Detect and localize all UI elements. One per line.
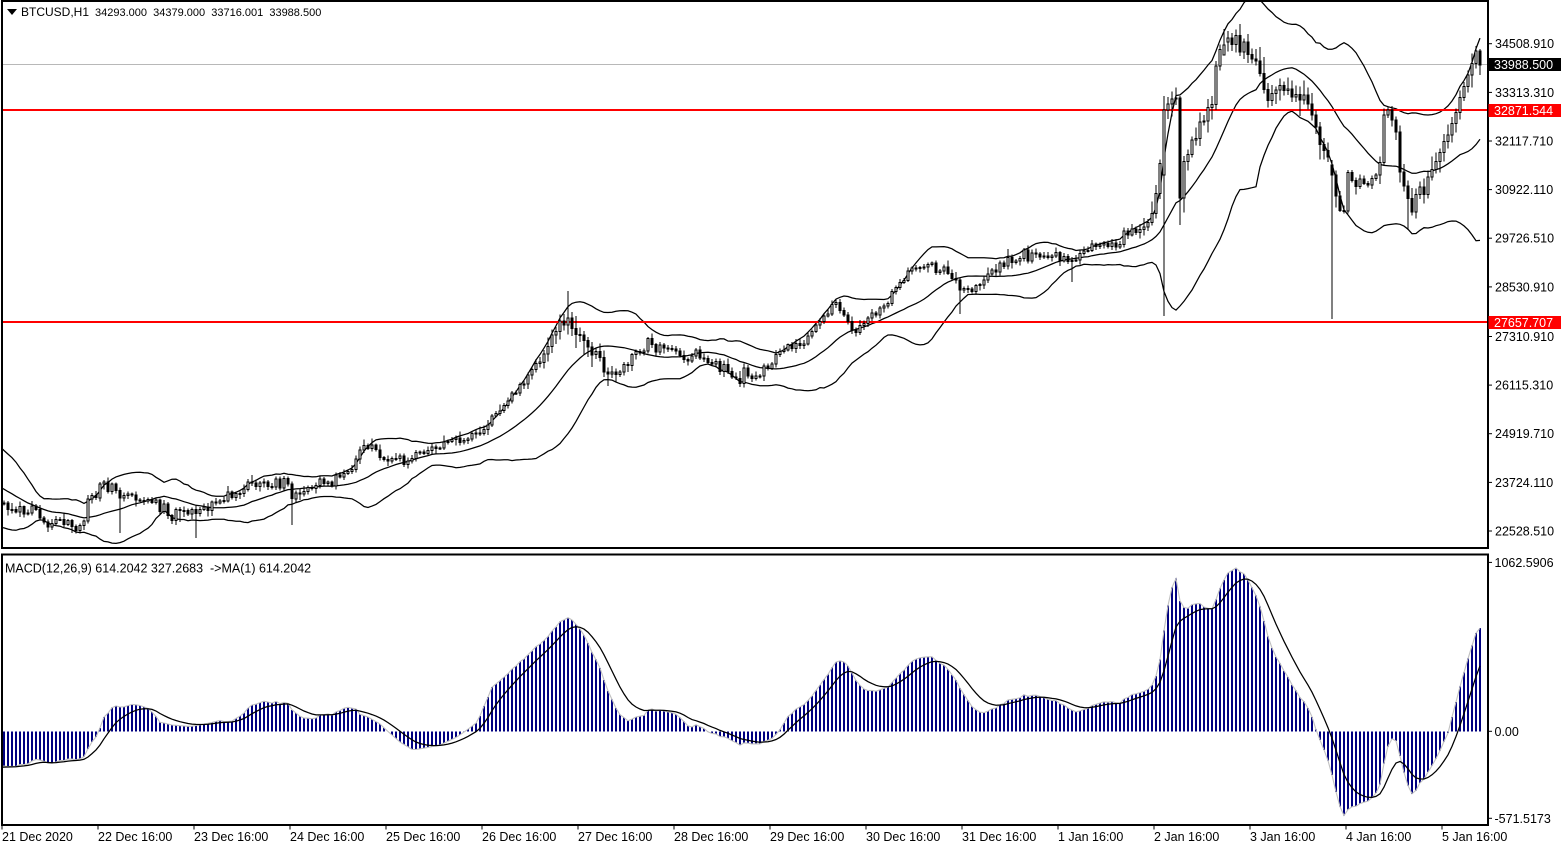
svg-text:MACD(12,26,9) 614.2042 327.268: MACD(12,26,9) 614.2042 327.2683 ->MA(1) … <box>5 562 311 576</box>
svg-text:34508.910: 34508.910 <box>1495 37 1554 51</box>
svg-text:26 Dec 16:00: 26 Dec 16:00 <box>482 830 556 844</box>
svg-text:27310.910: 27310.910 <box>1495 330 1554 344</box>
svg-text:1062.5906: 1062.5906 <box>1495 556 1554 570</box>
svg-text:3 Jan 16:00: 3 Jan 16:00 <box>1250 830 1315 844</box>
svg-text:32871.544: 32871.544 <box>1494 104 1553 118</box>
svg-text:30 Dec 16:00: 30 Dec 16:00 <box>866 830 940 844</box>
svg-text:32117.710: 32117.710 <box>1495 135 1553 149</box>
svg-text:21 Dec 2020: 21 Dec 2020 <box>2 830 73 844</box>
svg-text:2 Jan 16:00: 2 Jan 16:00 <box>1154 830 1219 844</box>
svg-text:34293.000 34379.000 33716.00: 34293.000 34379.000 33716.001 33988.500 <box>95 7 321 19</box>
svg-text:0.00: 0.00 <box>1495 725 1519 739</box>
svg-text:30922.110: 30922.110 <box>1495 183 1553 197</box>
svg-text:33988.500: 33988.500 <box>1494 58 1553 72</box>
svg-text:26115.310: 26115.310 <box>1495 379 1553 393</box>
svg-text:27 Dec 16:00: 27 Dec 16:00 <box>578 830 652 844</box>
svg-text:-571.5173: -571.5173 <box>1495 812 1551 826</box>
svg-text:25 Dec 16:00: 25 Dec 16:00 <box>386 830 460 844</box>
svg-text:27657.707: 27657.707 <box>1494 316 1553 330</box>
svg-text:28 Dec 16:00: 28 Dec 16:00 <box>674 830 748 844</box>
svg-text:24 Dec 16:00: 24 Dec 16:00 <box>290 830 364 844</box>
svg-text:28530.910: 28530.910 <box>1495 280 1554 294</box>
svg-text:4 Jan 16:00: 4 Jan 16:00 <box>1346 830 1411 844</box>
svg-text:1 Jan 16:00: 1 Jan 16:00 <box>1058 830 1123 844</box>
svg-text:23 Dec 16:00: 23 Dec 16:00 <box>194 830 268 844</box>
svg-text:5 Jan 16:00: 5 Jan 16:00 <box>1442 830 1507 844</box>
svg-text:24919.710: 24919.710 <box>1495 427 1554 441</box>
svg-text:29 Dec 16:00: 29 Dec 16:00 <box>770 830 844 844</box>
svg-text:31 Dec 16:00: 31 Dec 16:00 <box>962 830 1036 844</box>
svg-text:23724.110: 23724.110 <box>1495 476 1553 490</box>
svg-text:29726.510: 29726.510 <box>1495 232 1554 246</box>
svg-text:22528.510: 22528.510 <box>1495 525 1554 539</box>
svg-text:33313.310: 33313.310 <box>1495 86 1554 100</box>
svg-text:BTCUSD,H1: BTCUSD,H1 <box>21 5 89 19</box>
svg-text:22 Dec 16:00: 22 Dec 16:00 <box>98 830 172 844</box>
